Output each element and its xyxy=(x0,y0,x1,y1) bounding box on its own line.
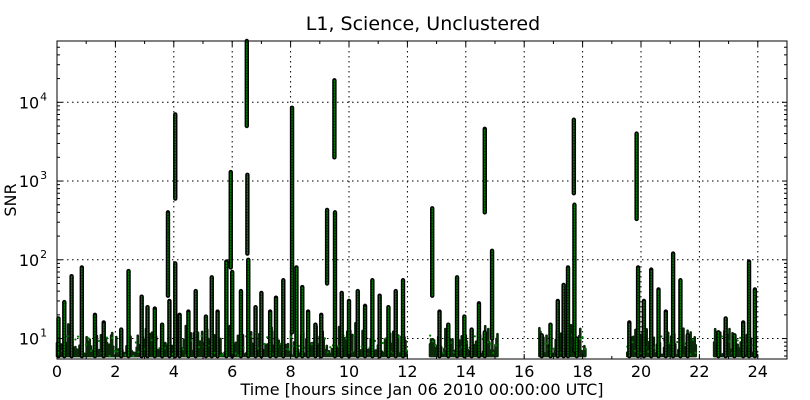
trigger-point xyxy=(323,337,327,340)
chart-title: L1, Science, Unclustered xyxy=(306,13,540,35)
trigger-point xyxy=(197,345,201,349)
trigger-point xyxy=(221,354,224,357)
trigger-point xyxy=(489,343,492,346)
trigger-point xyxy=(552,347,555,350)
x-tick-label: 10 xyxy=(339,362,359,381)
x-tick-label: 14 xyxy=(456,362,476,381)
trigger-point xyxy=(720,335,723,338)
trigger-point xyxy=(76,335,80,338)
x-tick-label: 18 xyxy=(572,362,592,381)
trigger-point xyxy=(668,342,671,345)
trigger-point xyxy=(384,337,387,340)
trigger-point xyxy=(694,351,697,354)
y-tick-exponent: 2 xyxy=(40,248,47,261)
trigger-point xyxy=(473,335,476,338)
trigger-point xyxy=(132,354,135,358)
trigger-point xyxy=(634,349,637,353)
trigger-point xyxy=(263,342,266,346)
y-tick-label: 104 xyxy=(19,90,47,112)
trigger-point xyxy=(279,342,282,345)
trigger-point xyxy=(405,349,408,352)
x-tick-label: 2 xyxy=(110,362,120,381)
x-tick-label: 16 xyxy=(514,362,534,381)
trigger-point xyxy=(234,352,237,355)
x-tick-label: 8 xyxy=(286,362,296,381)
trigger-point xyxy=(739,336,742,339)
trigger-point xyxy=(292,344,295,347)
trigger-point xyxy=(87,337,90,340)
x-tick-label: 22 xyxy=(689,362,709,381)
x-tick-label: 6 xyxy=(227,362,237,381)
trigger-point xyxy=(736,339,739,342)
y-tick-exponent: 4 xyxy=(40,90,47,103)
trigger-point xyxy=(289,335,292,338)
trigger-point xyxy=(105,336,109,339)
data-points xyxy=(55,38,759,359)
trigger-point xyxy=(74,338,77,341)
trigger-point xyxy=(360,345,363,349)
trigger-point xyxy=(434,343,437,346)
trigger-point xyxy=(431,340,434,343)
x-tick-label: 0 xyxy=(52,362,62,381)
trigger-point xyxy=(97,339,101,343)
trigger-point xyxy=(134,341,137,344)
x-tick-label: 4 xyxy=(169,362,179,381)
trigger-point xyxy=(381,341,384,345)
trigger-point xyxy=(494,344,497,347)
y-tick-exponent: 3 xyxy=(40,169,47,182)
trigger-point xyxy=(581,336,584,339)
trigger-point xyxy=(213,351,216,355)
trigger-point xyxy=(66,335,69,338)
trigger-point xyxy=(728,340,731,343)
trigger-point xyxy=(137,350,140,354)
trigger-point xyxy=(578,337,582,340)
y-tick-label: 103 xyxy=(19,169,47,191)
trigger-point xyxy=(337,345,340,348)
x-tick-label: 12 xyxy=(397,362,417,381)
y-tick-exponent: 1 xyxy=(40,327,47,340)
y-axis-label: SNR xyxy=(1,183,20,216)
trigger-point xyxy=(344,337,348,340)
trigger-point xyxy=(108,354,111,358)
trigger-point xyxy=(310,343,314,346)
trigger-point xyxy=(182,348,185,351)
trigger-point xyxy=(676,340,679,344)
x-tick-label: 20 xyxy=(631,362,651,381)
trigger-point xyxy=(486,341,490,344)
x-tick-label: 24 xyxy=(748,362,768,381)
trigger-point xyxy=(584,347,587,351)
trigger-point xyxy=(200,334,203,338)
trigger-point xyxy=(287,348,290,351)
trigger-point xyxy=(150,339,153,342)
trigger-point xyxy=(352,334,356,337)
trigger-point xyxy=(266,336,269,339)
trigger-point xyxy=(326,351,329,354)
trigger-point xyxy=(111,336,114,340)
trigger-point xyxy=(631,341,634,344)
y-tick-label: 101 xyxy=(19,327,47,349)
trigger-point xyxy=(250,335,253,338)
trigger-point xyxy=(124,354,127,357)
trigger-point xyxy=(113,350,116,353)
y-tick-label: 102 xyxy=(19,248,47,270)
trigger-point xyxy=(329,346,332,349)
x-axis-label: Time [hours since Jan 06 2010 00:00:00 U… xyxy=(239,380,603,399)
trigger-point xyxy=(450,341,453,344)
trigger-point xyxy=(544,342,547,345)
trigger-point xyxy=(647,350,650,353)
trigger-point xyxy=(442,351,445,354)
plot-frame xyxy=(56,40,788,360)
trigger-point xyxy=(90,349,93,352)
trigger-point xyxy=(397,335,400,338)
trigger-point xyxy=(452,351,455,354)
grid-lines xyxy=(57,41,787,359)
trigger-point xyxy=(492,351,495,354)
axis-ticks xyxy=(56,40,787,359)
trigger-point xyxy=(660,335,663,338)
trigger-point xyxy=(429,334,432,337)
trigger-point xyxy=(116,350,119,353)
trigger-point xyxy=(84,343,88,346)
trigger-point xyxy=(691,338,695,342)
